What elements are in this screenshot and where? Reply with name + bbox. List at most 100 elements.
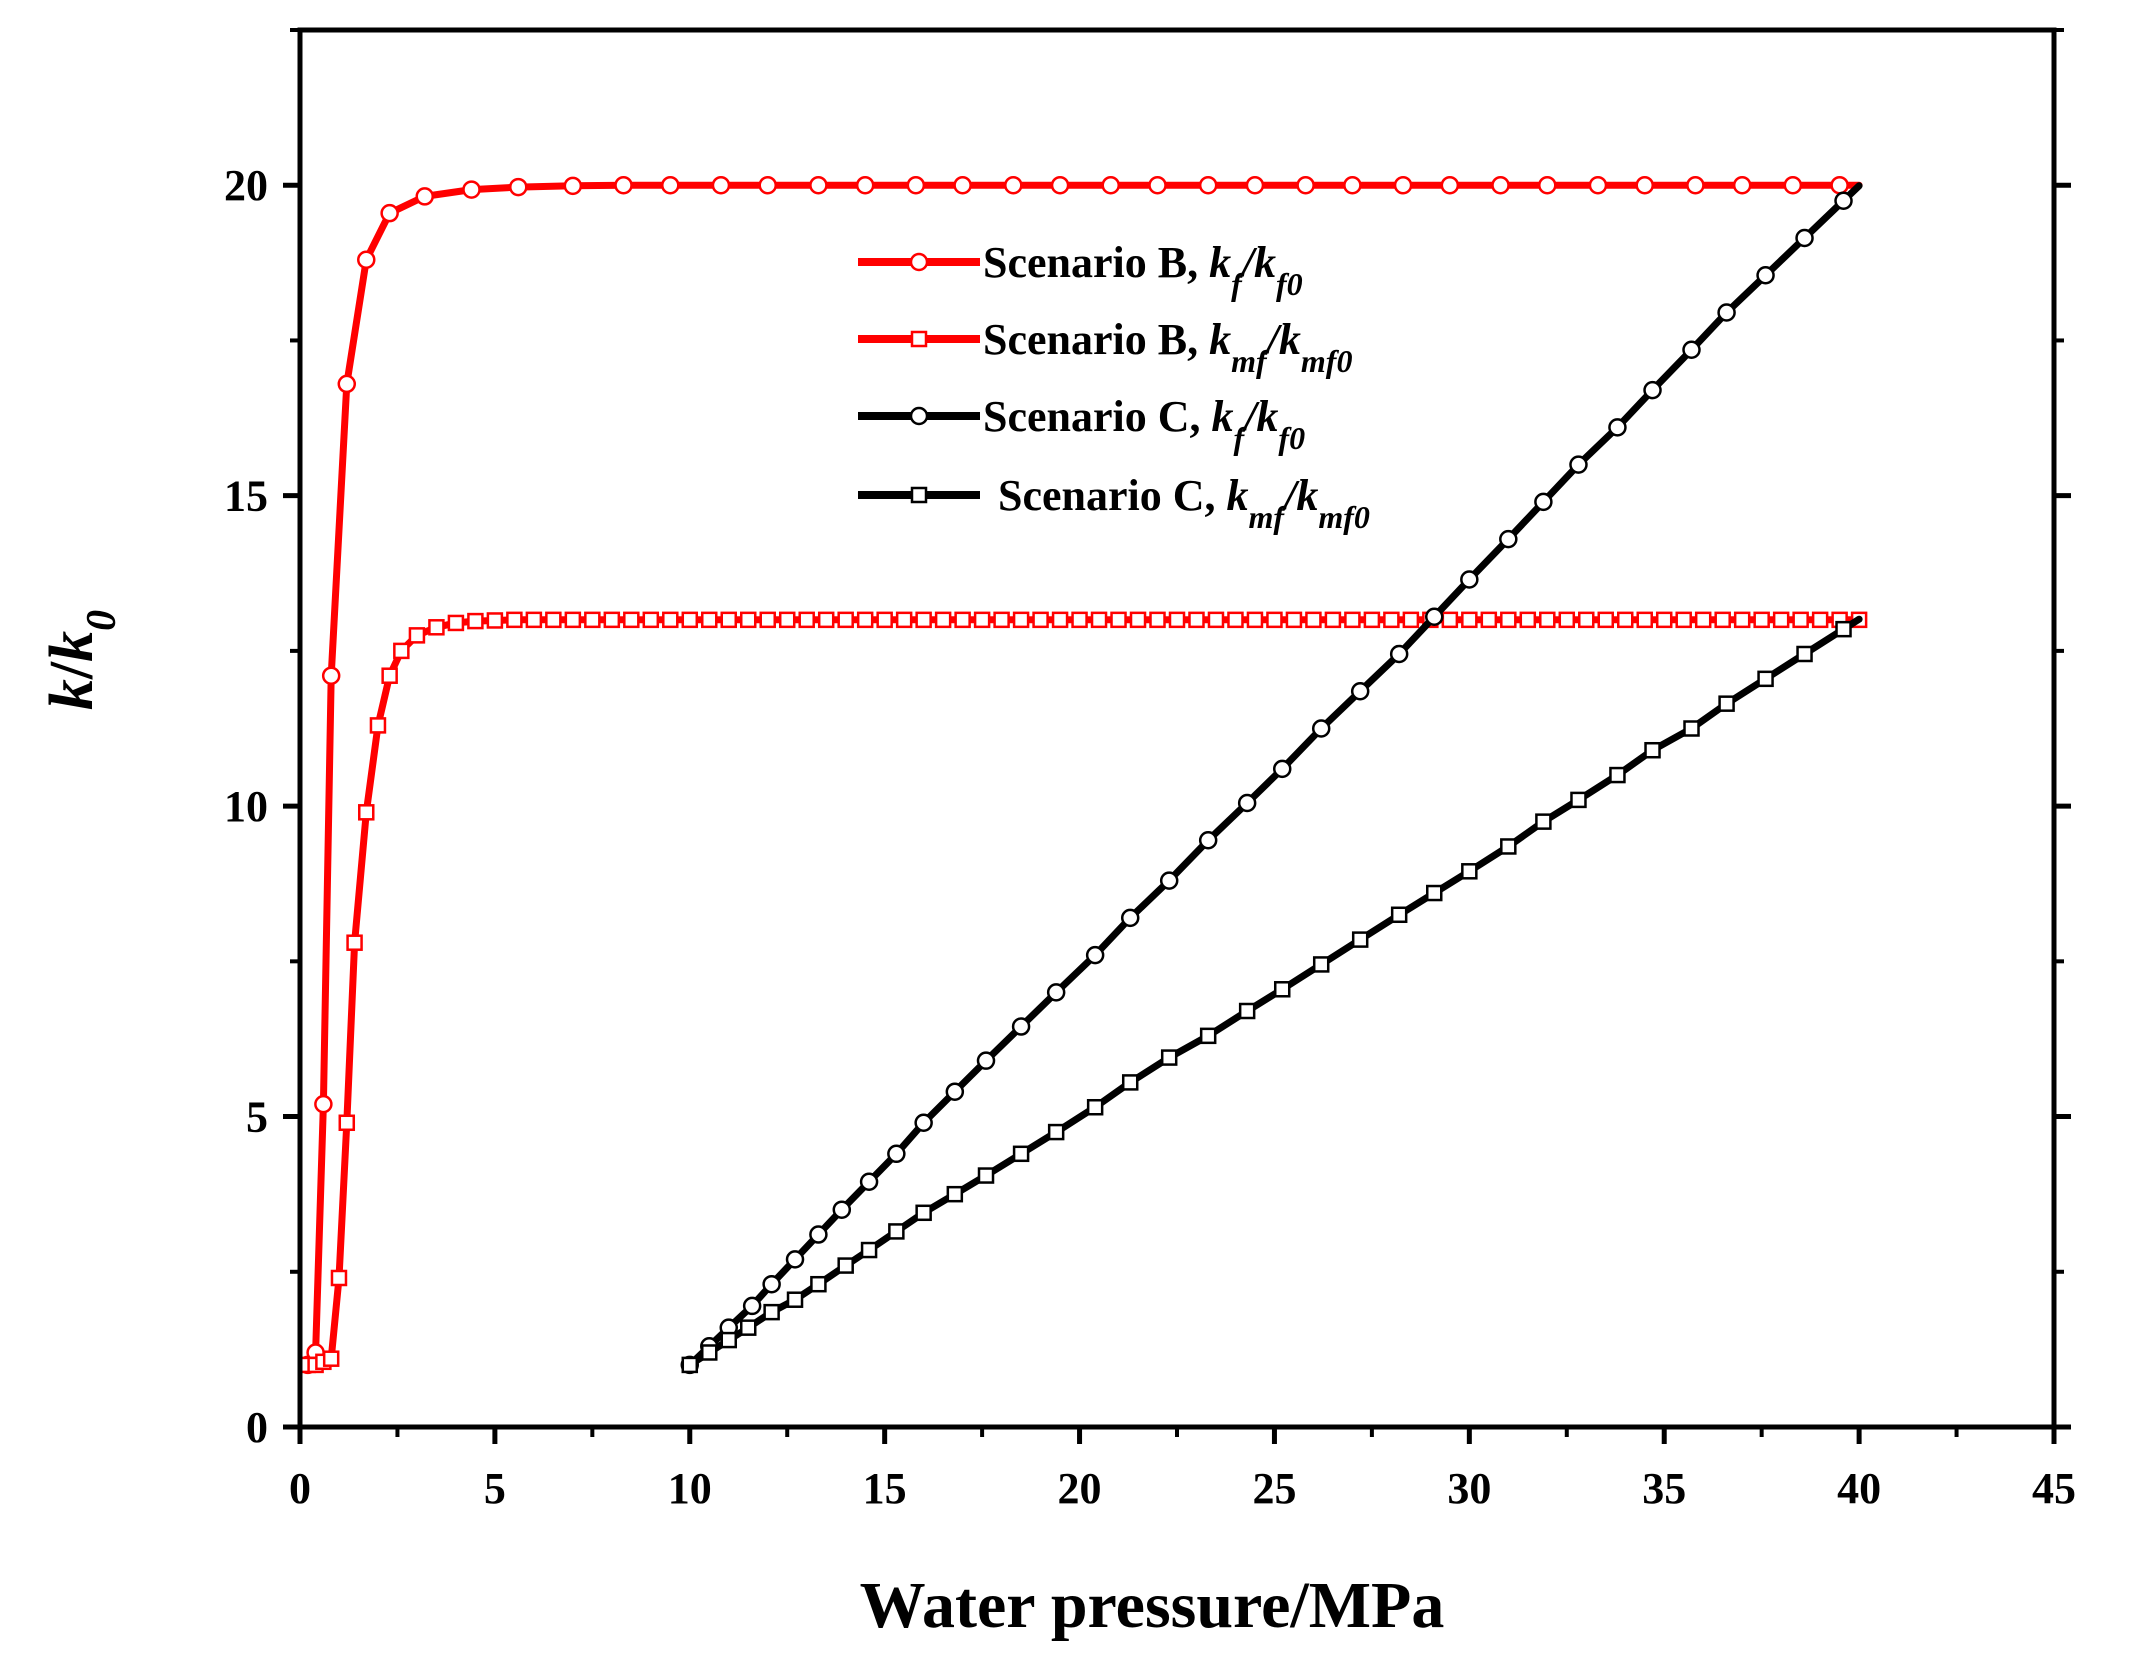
data-point bbox=[1305, 611, 1322, 629]
data-point bbox=[1207, 611, 1225, 629]
legend-label-part: k bbox=[1212, 392, 1234, 441]
data-point bbox=[953, 175, 972, 195]
data-point bbox=[1149, 611, 1166, 629]
legend-entry: Scenario B, kf/kf0 bbox=[858, 238, 1303, 302]
series-0 bbox=[298, 175, 1863, 1375]
data-point bbox=[1160, 1049, 1178, 1066]
data-point bbox=[1460, 570, 1479, 589]
legend-label-part: k bbox=[1256, 392, 1278, 441]
data-point bbox=[1538, 175, 1557, 195]
data-point bbox=[977, 1167, 995, 1184]
data-point bbox=[914, 1113, 933, 1133]
y-axis-label: k/k0 bbox=[38, 610, 125, 710]
data-point bbox=[1635, 175, 1654, 195]
data-point bbox=[563, 176, 583, 196]
data-point bbox=[976, 1051, 996, 1070]
legend-label-part: / bbox=[1264, 315, 1283, 364]
x-tick-label: 40 bbox=[1837, 1464, 1881, 1513]
data-point bbox=[1273, 981, 1291, 998]
data-point bbox=[1655, 611, 1673, 629]
data-point bbox=[1718, 695, 1735, 712]
data-point bbox=[1578, 611, 1595, 629]
data-point bbox=[832, 1200, 852, 1219]
data-point bbox=[1753, 611, 1770, 629]
data-point bbox=[1835, 620, 1852, 638]
data-point bbox=[1363, 611, 1381, 629]
data-point bbox=[837, 611, 854, 629]
data-point bbox=[1012, 1145, 1030, 1163]
data-point bbox=[1245, 175, 1265, 195]
data-point bbox=[1343, 175, 1362, 195]
data-point bbox=[720, 611, 738, 629]
legend-label-part: k bbox=[1254, 238, 1276, 287]
legend-label-part: mf bbox=[1231, 343, 1270, 379]
data-point bbox=[506, 611, 523, 629]
data-point bbox=[1694, 611, 1712, 629]
legend-label-part: mf bbox=[1249, 499, 1288, 535]
legend-label-part: f bbox=[1231, 266, 1245, 302]
data-point bbox=[337, 374, 357, 394]
data-point bbox=[1757, 670, 1774, 688]
legend-label-part: / bbox=[1281, 471, 1300, 520]
legend-label: Scenario C, kmf/kmf0 bbox=[998, 471, 1370, 535]
data-point bbox=[381, 667, 398, 684]
data-point bbox=[1717, 303, 1736, 322]
data-point bbox=[810, 1275, 827, 1293]
x-tick-label: 45 bbox=[2032, 1464, 2076, 1513]
data-point bbox=[1050, 175, 1070, 195]
series-2 bbox=[680, 182, 1863, 1375]
data-point bbox=[393, 642, 410, 660]
data-point bbox=[1830, 175, 1849, 195]
data-point bbox=[380, 203, 399, 223]
data-point bbox=[1795, 228, 1814, 248]
data-point bbox=[758, 175, 777, 195]
data-point bbox=[1783, 175, 1803, 195]
data-point bbox=[1440, 175, 1460, 195]
data-point bbox=[860, 1241, 878, 1259]
data-point bbox=[876, 611, 893, 629]
data-point bbox=[1086, 1098, 1104, 1116]
series-layer bbox=[298, 175, 1868, 1375]
data-point bbox=[1120, 908, 1140, 928]
data-point bbox=[1834, 191, 1853, 210]
data-point bbox=[1012, 611, 1030, 629]
data-point bbox=[1237, 793, 1257, 813]
data-point bbox=[1643, 380, 1662, 400]
data-point bbox=[1129, 611, 1147, 629]
data-point bbox=[603, 611, 621, 629]
data-point bbox=[1110, 611, 1127, 629]
legend-label-part: / bbox=[1241, 392, 1260, 441]
y-axis-label-slash: / bbox=[38, 661, 106, 680]
data-point bbox=[1032, 611, 1049, 629]
data-point bbox=[338, 1114, 356, 1132]
data-point bbox=[742, 1296, 762, 1316]
legend-marker bbox=[909, 252, 929, 272]
y-axis-label-k2: k bbox=[38, 631, 106, 662]
data-point bbox=[759, 611, 776, 629]
data-point bbox=[1071, 611, 1088, 629]
legend-label: Scenario B, kf/kf0 bbox=[983, 238, 1303, 302]
data-point bbox=[447, 614, 465, 632]
data-point bbox=[1441, 611, 1459, 629]
data-point bbox=[1389, 644, 1409, 664]
data-point bbox=[1011, 1017, 1031, 1036]
data-point bbox=[945, 1082, 965, 1101]
data-point bbox=[785, 1250, 805, 1269]
data-point bbox=[1272, 759, 1292, 779]
data-point bbox=[1616, 611, 1634, 629]
x-tick-label: 10 bbox=[668, 1464, 712, 1513]
data-point bbox=[525, 611, 543, 629]
data-point bbox=[786, 1291, 804, 1308]
legend-label-part: Scenario C, bbox=[983, 392, 1212, 441]
legend-label-part: Scenario B, bbox=[983, 315, 1209, 364]
legend-entry: Scenario B, kmf/kmf0 bbox=[858, 315, 1352, 379]
series-1 bbox=[299, 611, 1868, 1374]
y-axis-label-sub: 0 bbox=[79, 610, 125, 631]
data-point bbox=[321, 666, 341, 685]
data-point bbox=[1588, 175, 1608, 195]
data-point bbox=[1296, 175, 1315, 195]
data-point bbox=[888, 1223, 905, 1240]
data-point bbox=[614, 175, 633, 195]
data-point bbox=[467, 612, 484, 630]
